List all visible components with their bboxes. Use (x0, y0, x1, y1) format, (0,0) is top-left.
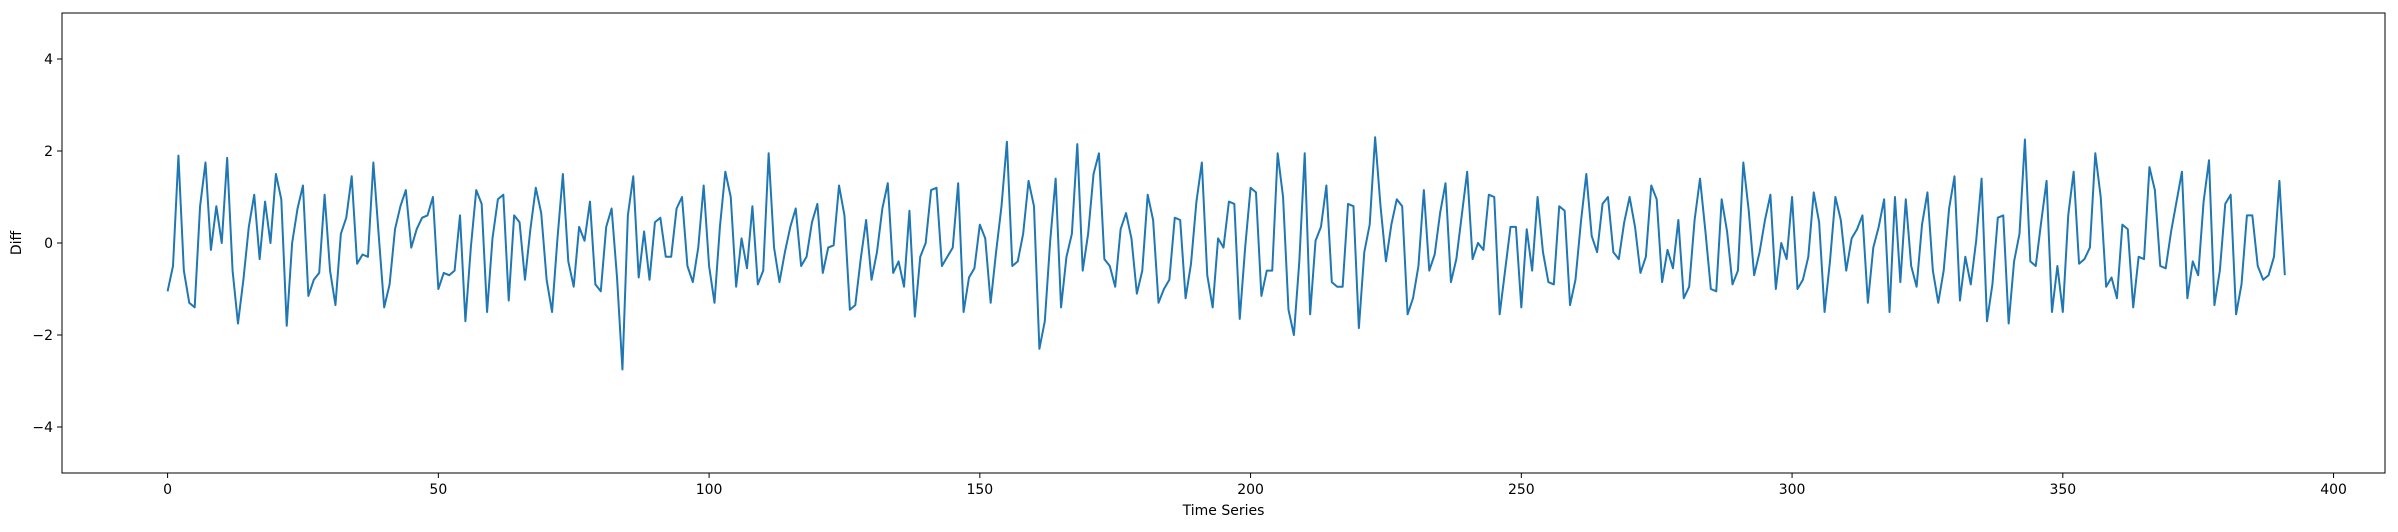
y-tick-label: 2 (44, 144, 53, 160)
plot-layer (166, 136, 2286, 371)
y-tick-label: 4 (44, 52, 53, 68)
y-tick-label: −2 (32, 328, 53, 344)
x-tick-label: 250 (1508, 482, 1535, 498)
x-axis-ticks: 0 50 100 150 200 250 300 350 400 (163, 473, 2347, 498)
x-tick-label: 350 (2049, 482, 2076, 498)
x-tick-label: 150 (966, 482, 993, 498)
plot-frame (61, 12, 2386, 474)
x-tick-label: 200 (1237, 482, 1264, 498)
x-tick-label: 300 (1779, 482, 1806, 498)
x-axis-label: Time Series (1182, 503, 1265, 519)
y-tick-label: 0 (44, 236, 53, 252)
x-tick-label: 50 (429, 482, 447, 498)
y-tick-label: −4 (32, 420, 53, 436)
y-axis-label: Diff (9, 230, 25, 255)
series-line-0 (166, 136, 2286, 371)
x-tick-label: 400 (2320, 482, 2347, 498)
x-tick-label: 0 (163, 482, 172, 498)
x-tick-label: 100 (696, 482, 723, 498)
y-axis-ticks: −4 −2 0 2 4 (32, 52, 62, 436)
